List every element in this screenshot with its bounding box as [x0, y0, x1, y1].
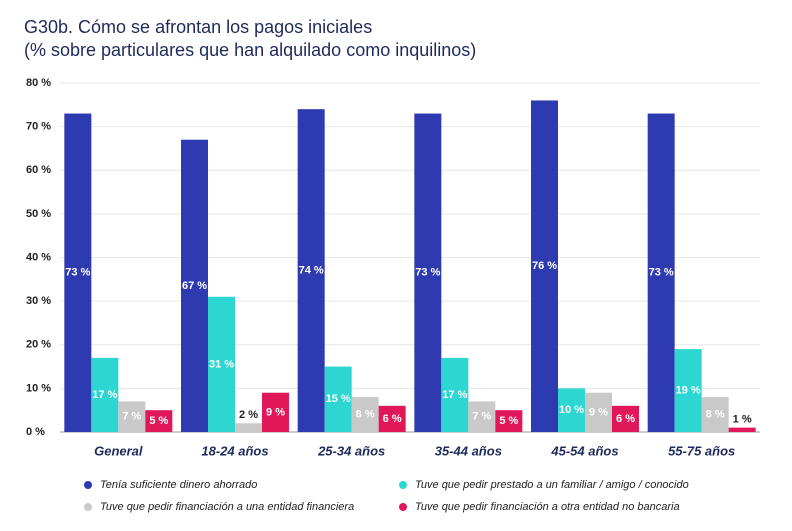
- legend-marker: [399, 481, 407, 489]
- bar: [647, 113, 675, 432]
- value-label: 73 %: [649, 267, 674, 279]
- value-label: 6 %: [616, 413, 635, 425]
- bar: [64, 113, 92, 432]
- bar: [414, 113, 442, 432]
- bar: [378, 405, 406, 432]
- legend-marker: [399, 503, 407, 511]
- y-tick-label: 50 %: [26, 208, 51, 220]
- value-label: 2 %: [239, 409, 258, 421]
- chart-title: G30b. Cómo se afrontan los pagos inicial…: [24, 17, 372, 37]
- value-label: 31 %: [209, 358, 234, 370]
- bar: [585, 392, 612, 432]
- bar: [351, 397, 379, 432]
- value-label: 8 %: [356, 408, 375, 420]
- x-tick-label: 35-44 años: [435, 443, 502, 458]
- chart-subtitle: (% sobre particulares que han alquilado …: [24, 40, 476, 60]
- bar: [495, 410, 523, 432]
- value-label: 19 %: [676, 384, 701, 396]
- legend-label: Tuve que pedir prestado a un familiar / …: [415, 479, 689, 491]
- bar: [531, 100, 558, 432]
- value-label: 73 %: [415, 267, 440, 279]
- value-label: 67 %: [182, 280, 207, 292]
- legend-marker: [84, 481, 92, 489]
- y-tick-label: 70 %: [26, 121, 51, 133]
- bar: [468, 401, 496, 432]
- value-label: 17 %: [442, 389, 467, 401]
- x-tick-label: General: [94, 443, 143, 458]
- value-label: 6 %: [383, 413, 402, 425]
- y-tick-label: 60 %: [26, 164, 51, 176]
- bar: [701, 397, 729, 432]
- y-tick-label: 40 %: [26, 251, 51, 263]
- bar: [181, 139, 208, 432]
- value-label: 17 %: [92, 389, 117, 401]
- bar: [558, 388, 585, 432]
- y-tick-label: 0 %: [26, 426, 45, 438]
- legend-label: Tuve que pedir financiación a una entida…: [100, 501, 354, 513]
- bar: [208, 296, 235, 432]
- y-tick-label: 20 %: [26, 339, 51, 351]
- value-label: 10 %: [559, 404, 584, 416]
- value-label: 5 %: [499, 415, 518, 427]
- value-label: 9 %: [266, 406, 285, 418]
- legend-label: Tenía suficiente dinero ahorrado: [100, 479, 257, 491]
- bar: [441, 357, 469, 432]
- bar: [262, 392, 289, 432]
- legend-label: Tuve que pedir financiación a otra entid…: [415, 501, 680, 513]
- value-label: 8 %: [706, 408, 725, 420]
- bar: [728, 427, 756, 432]
- x-tick-label: 55-75 años: [668, 443, 735, 458]
- value-label: 15 %: [326, 393, 351, 405]
- value-label: 73 %: [65, 267, 90, 279]
- bar: [674, 349, 702, 432]
- x-tick-label: 25-34 años: [317, 443, 385, 458]
- legend-marker: [84, 503, 92, 511]
- bar: [324, 366, 352, 432]
- value-label: 1 %: [733, 414, 752, 426]
- y-tick-label: 80 %: [26, 77, 51, 89]
- bar: [297, 109, 325, 433]
- value-label: 5 %: [149, 415, 168, 427]
- bar: [612, 405, 639, 432]
- x-tick-label: 18-24 años: [201, 443, 268, 458]
- bar: [145, 410, 173, 432]
- value-label: 74 %: [299, 264, 324, 276]
- bar: [118, 401, 146, 432]
- y-tick-label: 10 %: [26, 382, 51, 394]
- y-tick-label: 30 %: [26, 295, 51, 307]
- value-label: 7 %: [122, 411, 141, 423]
- bar: [91, 357, 119, 432]
- x-tick-label: 45-54 años: [550, 443, 618, 458]
- value-label: 76 %: [532, 260, 557, 272]
- value-label: 7 %: [472, 411, 491, 423]
- bar: [235, 423, 262, 432]
- value-label: 9 %: [589, 406, 608, 418]
